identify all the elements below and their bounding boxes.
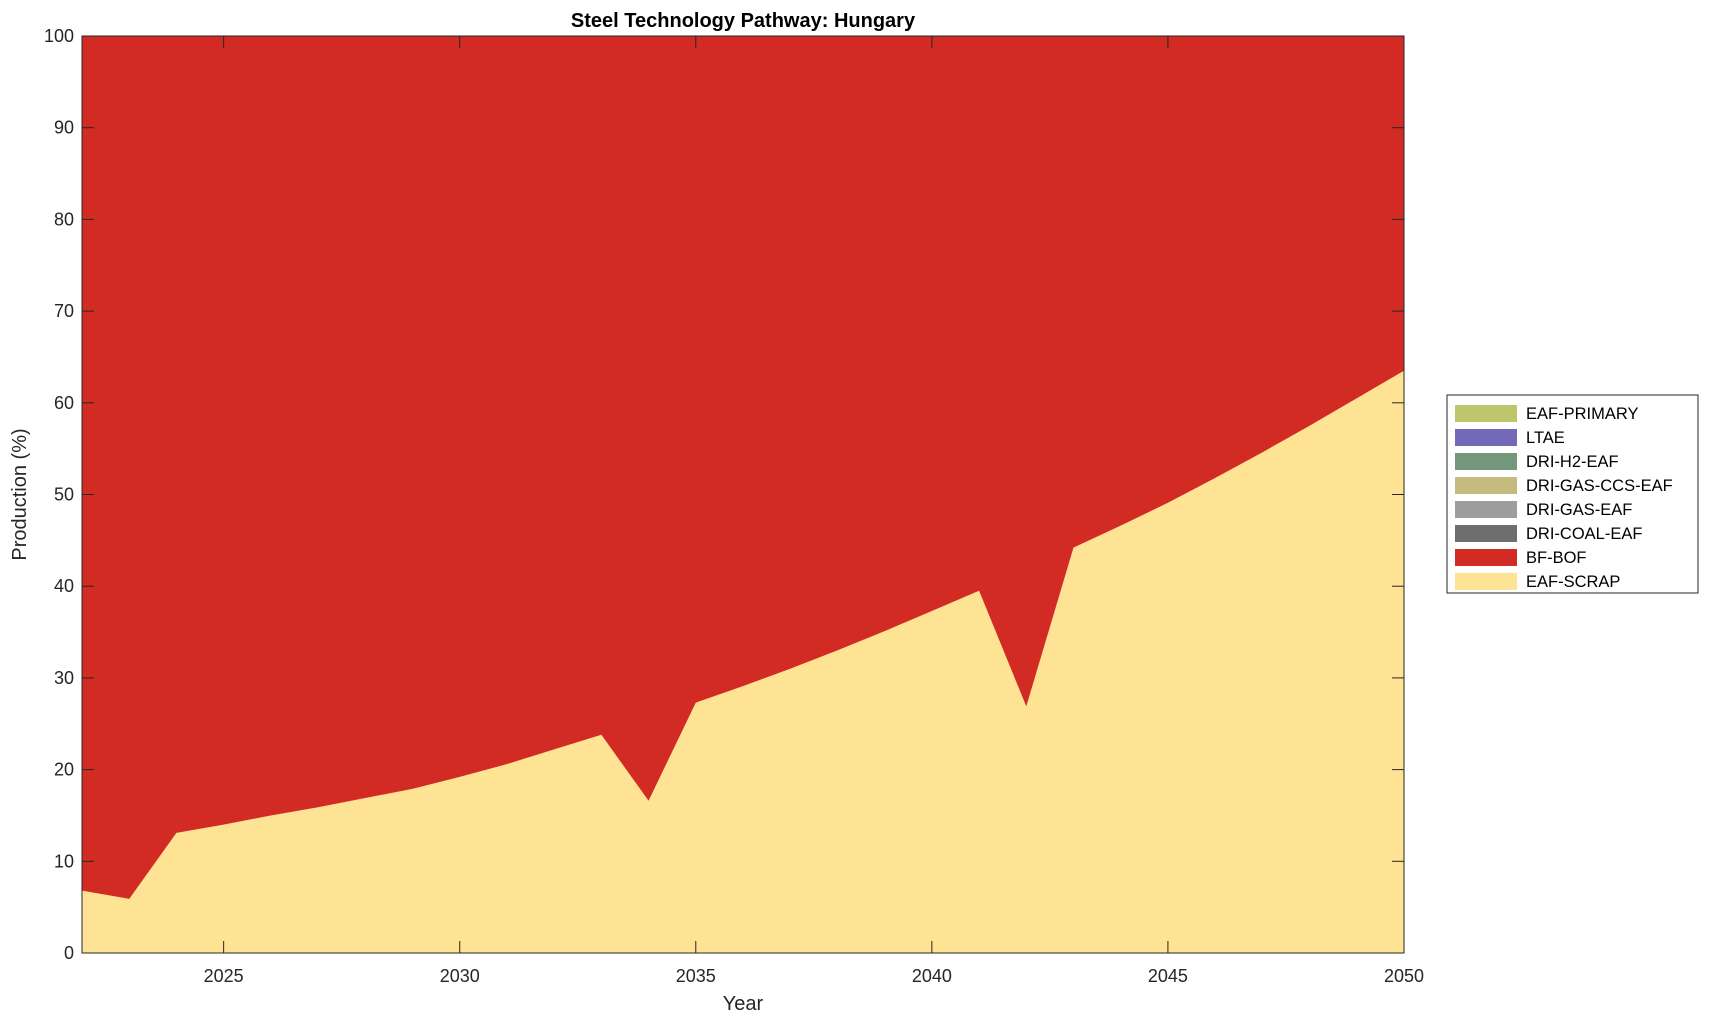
area-eaf-scrap — [82, 370, 1404, 954]
legend-swatch — [1455, 573, 1517, 590]
x-tick-label: 2035 — [676, 966, 716, 986]
x-axis-label: Year — [723, 993, 764, 1015]
legend-swatch — [1455, 453, 1517, 470]
legend-label: BF-BOF — [1526, 549, 1587, 567]
legend-label: EAF-PRIMARY — [1526, 405, 1638, 423]
x-tick-label: 2025 — [204, 966, 244, 986]
legend-swatch — [1455, 477, 1517, 494]
legend-label: DRI-GAS-CCS-EAF — [1526, 477, 1673, 495]
legend-label: DRI-H2-EAF — [1526, 453, 1619, 471]
x-tick-label: 2050 — [1384, 966, 1424, 986]
legend-swatch — [1455, 429, 1517, 446]
x-tick-label: 2030 — [440, 966, 480, 986]
x-tick-label: 2040 — [912, 966, 952, 986]
y-tick-label: 60 — [54, 393, 74, 413]
legend-label: DRI-GAS-EAF — [1526, 501, 1632, 519]
area-layers — [82, 36, 1404, 954]
y-axis-label: Production (%) — [9, 428, 31, 560]
legend-swatch — [1455, 549, 1517, 566]
x-tick-label: 2045 — [1148, 966, 1188, 986]
legend-label: EAF-SCRAP — [1526, 573, 1620, 591]
y-tick-label: 90 — [54, 118, 74, 138]
y-tick-label: 100 — [44, 26, 74, 46]
ticks: 2025 2030 2035 2040 2045 20500102030405060708… — [44, 26, 1424, 986]
y-tick-label: 30 — [54, 668, 74, 688]
legend-label: LTAE — [1526, 429, 1565, 447]
legend: EAF-PRIMARY LTAE DRI-H2-EAF DRI-GAS-CCS-EAF… — [1446, 394, 1699, 594]
y-tick-label: 20 — [54, 760, 74, 780]
area-bf-bof — [82, 36, 1404, 899]
legend-swatch — [1455, 501, 1517, 518]
y-tick-label: 70 — [54, 301, 74, 321]
y-tick-label: 80 — [54, 209, 74, 229]
y-tick-label: 50 — [54, 485, 74, 505]
y-tick-label: 0 — [64, 943, 74, 963]
y-tick-label: 40 — [54, 576, 74, 596]
legend-label: DRI-COAL-EAF — [1526, 525, 1642, 543]
y-tick-label: 10 — [54, 851, 74, 871]
legend-swatch — [1455, 525, 1517, 542]
chart-title: Steel Technology Pathway: Hungary — [571, 10, 916, 32]
legend-swatch — [1455, 405, 1517, 422]
